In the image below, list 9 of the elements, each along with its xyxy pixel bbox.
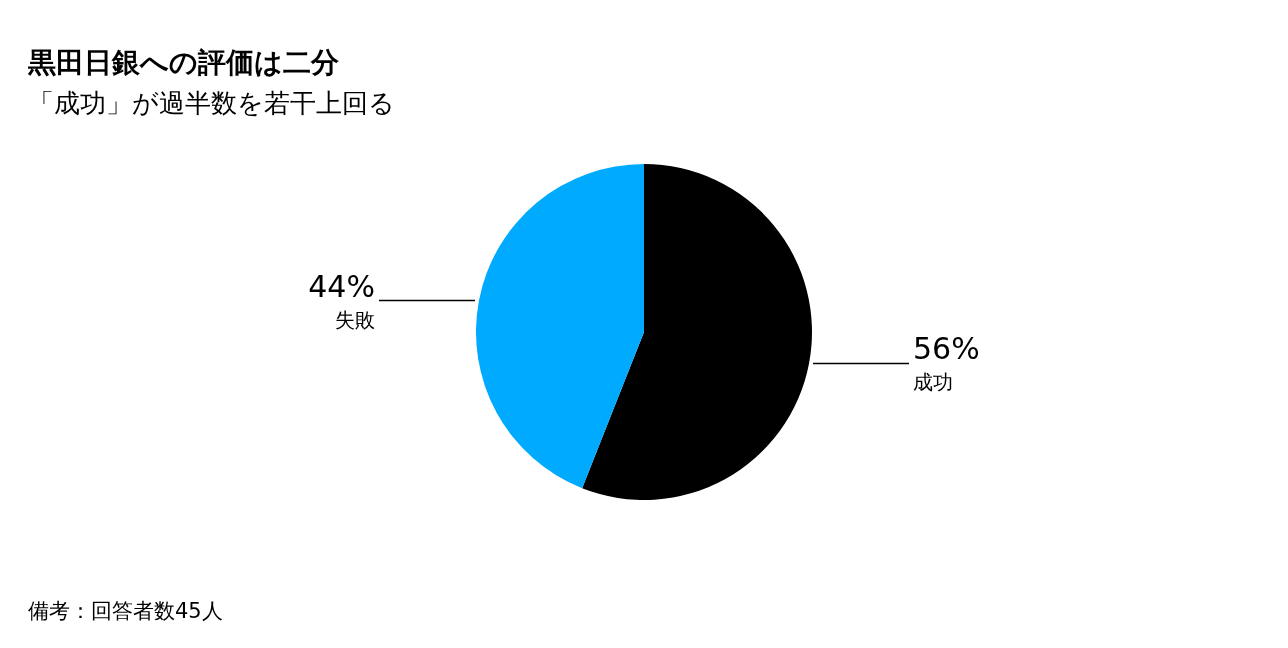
pie-slice	[476, 164, 644, 489]
chart-title: 黒田日銀への評価は二分	[27, 46, 340, 79]
text: 備考：回答者数45人	[28, 599, 223, 623]
chart-subtitle: 「成功」が過半数を若干上回る	[28, 88, 395, 118]
pie-slice	[582, 164, 812, 500]
slice-label: 成功	[913, 370, 954, 395]
data-label: 44%	[308, 268, 375, 304]
slice-label: 失敗	[334, 307, 375, 332]
data-label: 56%	[913, 331, 980, 367]
